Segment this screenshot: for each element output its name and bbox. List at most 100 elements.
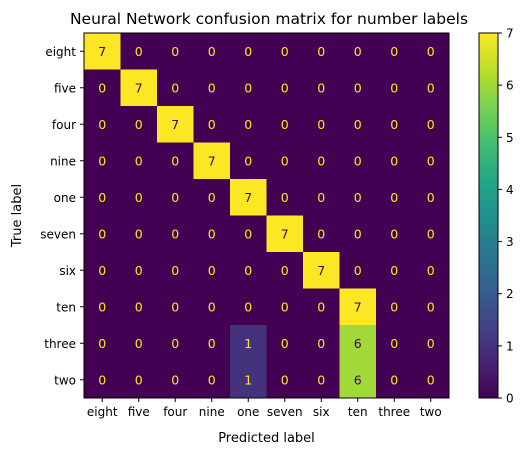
cell-value-label: 0 [208,80,216,95]
cell-value-label: 0 [281,190,289,205]
heatmap-cell [266,215,304,253]
heatmap-cell [230,252,267,289]
cell-value-label: 0 [317,80,325,95]
heatmap-cell [84,106,121,143]
heatmap-cell [193,288,231,326]
x-tick-label: seven [267,405,303,419]
cell-value-label: 0 [208,299,216,314]
cell-value-label: 0 [427,299,435,314]
heatmap-cell [376,215,413,253]
heatmap-cell [376,106,413,143]
heatmap-cell [84,33,121,70]
cell-value-label: 0 [390,190,398,205]
cell-value-label: 0 [281,44,289,59]
cell-value-label: 0 [98,153,106,168]
cell-value-label: 0 [244,44,252,59]
heatmap-cell [339,325,377,362]
heatmap-cell [84,252,121,289]
y-tick-label: eight [45,45,76,59]
heatmap-cell [266,288,304,326]
colorbar-tick-label: 3 [506,235,514,249]
heatmap-cell [303,215,340,253]
cell-value-label: 0 [98,336,106,351]
cell-value-label: 0 [208,44,216,59]
heatmap-cell [376,179,413,216]
cell-value-label: 0 [98,190,106,205]
heatmap-cell [193,215,231,253]
heatmap-cell [230,215,267,253]
heatmap-cell [157,361,194,399]
cell-value-label: 0 [427,80,435,95]
cell-value-label: 0 [135,299,143,314]
heatmap-cell [230,69,267,107]
y-axis-label: True label [10,184,25,248]
heatmap-cell [157,215,194,253]
heatmap-cell [339,106,377,143]
cell-value-label: 0 [281,153,289,168]
cell-value-label: 0 [208,263,216,278]
cell-value-label: 0 [208,372,216,387]
heatmap-cell [157,325,194,362]
heatmap-cell [339,33,377,70]
heatmap-cell [157,69,194,107]
cell-value-label: 0 [317,226,325,241]
heatmap-cell [84,142,121,180]
plot-frame [83,32,450,399]
heatmap-cell [412,325,450,362]
cell-value-label: 7 [317,263,325,278]
heatmap-cell [193,179,231,216]
colorbar [478,32,499,399]
heatmap-cell [303,106,340,143]
heatmap-cell [266,106,304,143]
cell-value-label: 0 [98,226,106,241]
heatmap-cell [157,179,194,216]
colorbar-tick-label: 5 [506,131,514,145]
cell-value-label: 0 [281,372,289,387]
heatmap-cell [230,142,267,180]
x-tick-label: one [237,405,259,419]
x-axis-label: Predicted label [218,431,315,446]
y-tick-label: six [59,264,76,278]
cell-value-label: 0 [135,336,143,351]
cell-value-label: 0 [317,190,325,205]
heatmap-cell [120,215,158,253]
heatmap-cell [376,361,413,399]
chart-title: Neural Network confusion matrix for numb… [70,10,468,28]
heatmap-cell [412,288,450,326]
cell-value-label: 0 [317,44,325,59]
cell-value-label: 0 [390,44,398,59]
heatmap-cell [157,142,194,180]
heatmap-cell [303,33,340,70]
heatmap-cell [84,288,121,326]
x-tick-label: five [128,405,150,419]
heatmap-cell [412,106,450,143]
heatmap-cell [303,179,340,216]
heatmap-cell [303,69,340,107]
heatmap-cell [120,325,158,362]
colorbar-tick-label: 2 [506,287,514,301]
cell-value-label: 0 [427,226,435,241]
y-axis-ticks: eight five four nine one seven six ten three two [40,45,84,387]
cell-value-label: 0 [317,299,325,314]
heatmap-cell [412,33,450,70]
heatmap-cell [120,142,158,180]
cell-value-label: 0 [354,263,362,278]
heatmap-cell [376,33,413,70]
x-axis-ticks: eight five four nine one seven six ten three two [87,398,442,419]
cell-value-label: 0 [135,226,143,241]
cell-value-label: 0 [427,372,435,387]
heatmap-cell [266,361,304,399]
heatmap-cell [266,69,304,107]
cell-value-label: 7 [135,80,143,95]
heatmap-cell [193,106,231,143]
cell-value-label: 0 [281,117,289,132]
cell-value-label: 0 [354,80,362,95]
heatmap-cell [339,288,377,326]
cell-value-label: 0 [171,80,179,95]
cell-value-label: 0 [135,372,143,387]
colorbar-tick-label: 6 [506,79,514,93]
cell-value-label: 0 [354,117,362,132]
cell-value-label: 0 [427,336,435,351]
